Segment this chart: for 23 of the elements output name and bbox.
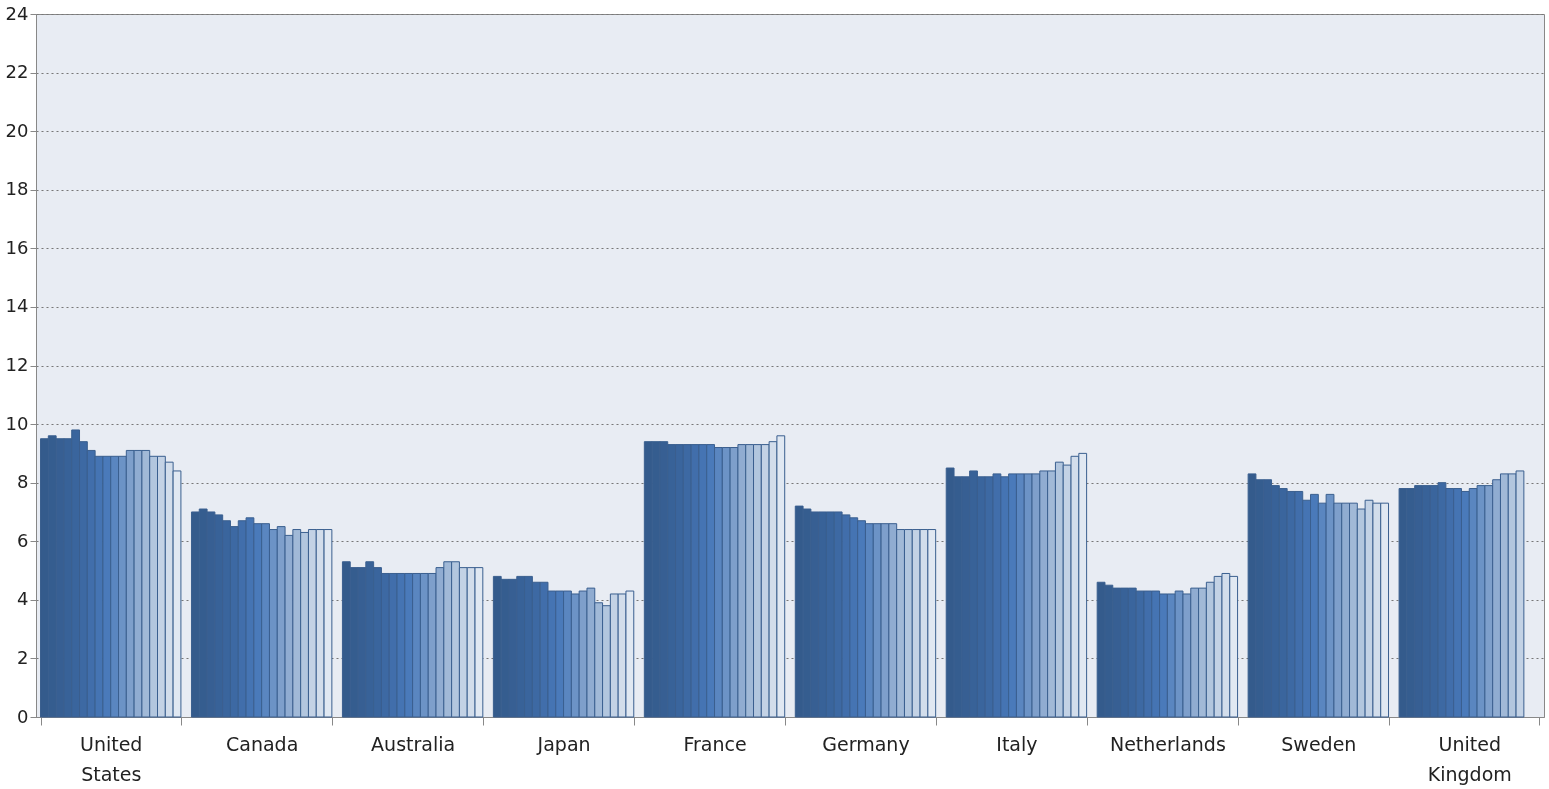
y-tick-label: 12 <box>5 354 29 375</box>
x-tick-label: Italy <box>996 732 1038 755</box>
y-tick-label: 10 <box>5 412 29 434</box>
y-tick-label: 22 <box>5 61 29 83</box>
y-tick-label: 24 <box>5 2 29 24</box>
x-tick-label: Japan <box>536 732 591 755</box>
x-tick-label: France <box>683 732 747 755</box>
y-tick-label: 0 <box>17 705 29 727</box>
x-tick-label: Canada <box>226 732 299 755</box>
x-tick-label: Australia <box>371 732 456 755</box>
x-tick-label: Germany <box>822 732 910 755</box>
x-tick-label: United Kingdom <box>1427 732 1512 785</box>
y-tick-label: 20 <box>5 119 29 141</box>
x-tick-label: Netherlands <box>1109 732 1226 755</box>
x-tick-label: United States <box>80 732 143 785</box>
x-tick-label: Sweden <box>1281 732 1357 755</box>
y-tick-label: 4 <box>17 588 29 610</box>
y-tick-label: 2 <box>17 646 29 668</box>
y-tick-label: 14 <box>5 295 29 317</box>
y-tick-label: 18 <box>5 178 29 200</box>
y-tick-label: 8 <box>17 471 29 493</box>
y-tick-label: 16 <box>5 236 29 258</box>
y-tick-label: 6 <box>17 529 29 551</box>
